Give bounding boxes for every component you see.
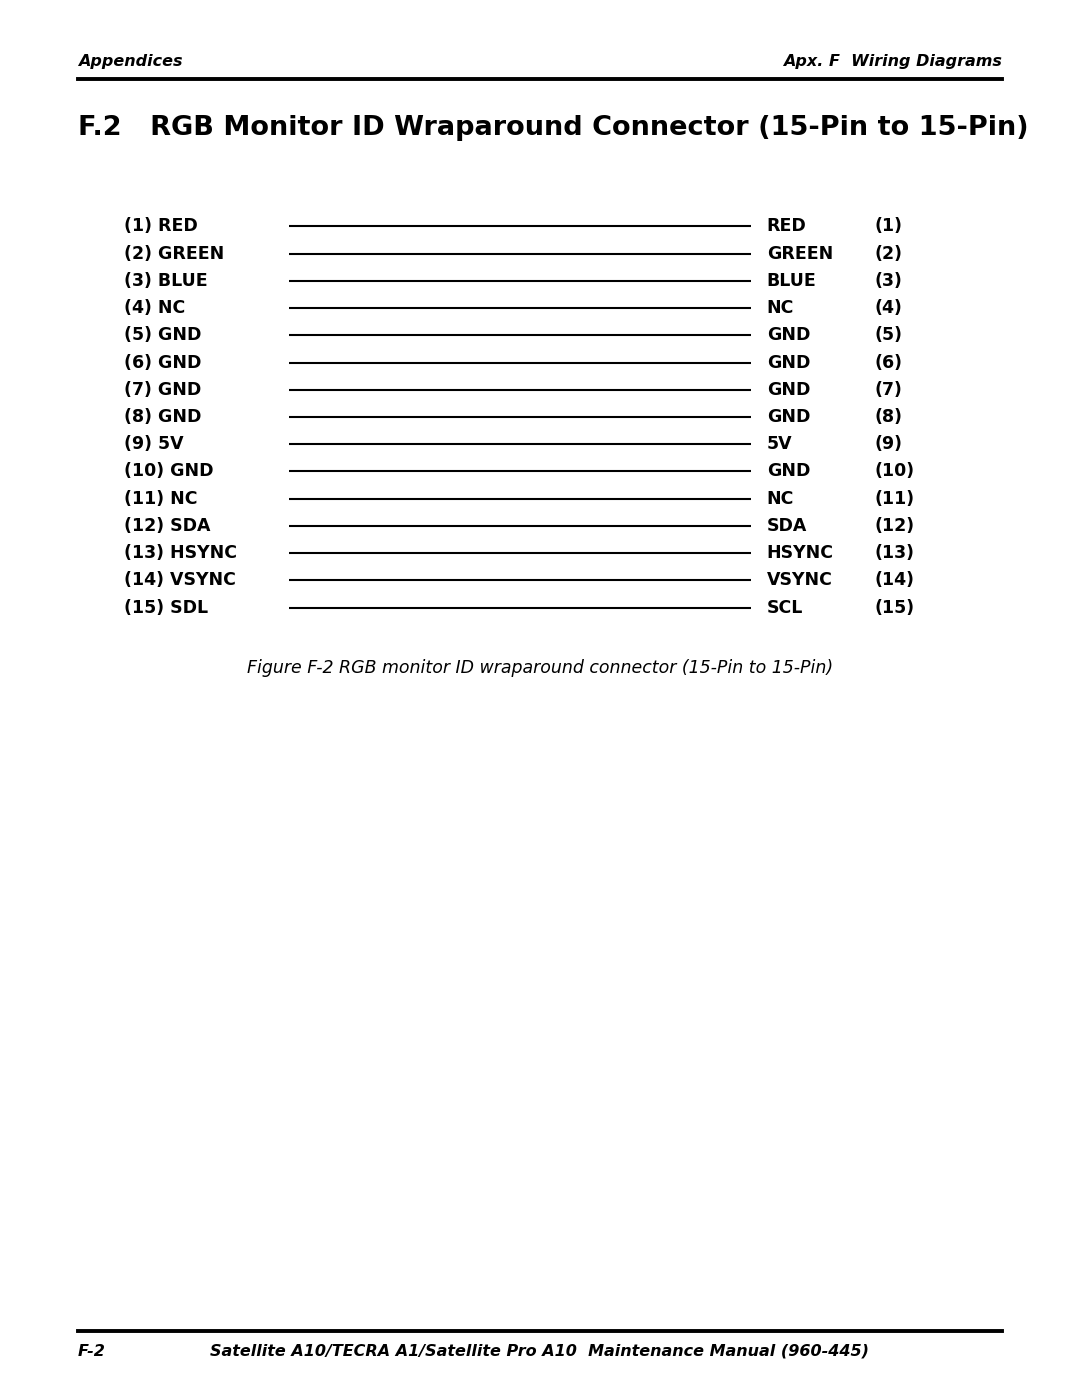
Text: GND: GND xyxy=(767,381,810,398)
Text: RED: RED xyxy=(767,218,807,235)
Text: (7): (7) xyxy=(875,381,903,398)
Text: Apx. F  Wiring Diagrams: Apx. F Wiring Diagrams xyxy=(783,54,1002,68)
Text: (2) GREEN: (2) GREEN xyxy=(124,244,225,263)
Text: (8) GND: (8) GND xyxy=(124,408,202,426)
Text: BLUE: BLUE xyxy=(767,272,816,289)
Text: (10): (10) xyxy=(875,462,915,481)
Text: (13): (13) xyxy=(875,545,915,562)
Text: (6) GND: (6) GND xyxy=(124,353,202,372)
Text: (14) VSYNC: (14) VSYNC xyxy=(124,571,237,590)
Text: F-2: F-2 xyxy=(78,1344,106,1359)
Text: (15): (15) xyxy=(875,599,915,616)
Text: (15) SDL: (15) SDL xyxy=(124,599,208,616)
Text: (3): (3) xyxy=(875,272,903,289)
Text: (5) GND: (5) GND xyxy=(124,327,202,344)
Text: F.2   RGB Monitor ID Wraparound Connector (15-Pin to 15-Pin): F.2 RGB Monitor ID Wraparound Connector … xyxy=(78,115,1028,141)
Text: (10) GND: (10) GND xyxy=(124,462,214,481)
Text: NC: NC xyxy=(767,490,794,507)
Text: Satellite A10/TECRA A1/Satellite Pro A10  Maintenance Manual (960-445): Satellite A10/TECRA A1/Satellite Pro A10… xyxy=(211,1344,869,1359)
Text: GND: GND xyxy=(767,327,810,344)
Text: (11) NC: (11) NC xyxy=(124,490,198,507)
Text: (11): (11) xyxy=(875,490,915,507)
Text: (4) NC: (4) NC xyxy=(124,299,186,317)
Text: NC: NC xyxy=(767,299,794,317)
Text: Figure F-2 RGB monitor ID wraparound connector (15-Pin to 15-Pin): Figure F-2 RGB monitor ID wraparound con… xyxy=(247,659,833,678)
Text: GND: GND xyxy=(767,462,810,481)
Text: (1) RED: (1) RED xyxy=(124,218,198,235)
Text: (1): (1) xyxy=(875,218,903,235)
Text: (13) HSYNC: (13) HSYNC xyxy=(124,545,238,562)
Text: VSYNC: VSYNC xyxy=(767,571,833,590)
Text: GND: GND xyxy=(767,353,810,372)
Text: (4): (4) xyxy=(875,299,903,317)
Text: (5): (5) xyxy=(875,327,903,344)
Text: (12): (12) xyxy=(875,517,915,535)
Text: (9): (9) xyxy=(875,436,903,453)
Text: GREEN: GREEN xyxy=(767,244,833,263)
Text: (8): (8) xyxy=(875,408,903,426)
Text: (9) 5V: (9) 5V xyxy=(124,436,184,453)
Text: (12) SDA: (12) SDA xyxy=(124,517,211,535)
Text: (14): (14) xyxy=(875,571,915,590)
Text: Appendices: Appendices xyxy=(78,54,183,68)
Text: SCL: SCL xyxy=(767,599,804,616)
Text: (2): (2) xyxy=(875,244,903,263)
Text: (7) GND: (7) GND xyxy=(124,381,202,398)
Text: (6): (6) xyxy=(875,353,903,372)
Text: HSYNC: HSYNC xyxy=(767,545,834,562)
Text: 5V: 5V xyxy=(767,436,793,453)
Text: (3) BLUE: (3) BLUE xyxy=(124,272,207,289)
Text: SDA: SDA xyxy=(767,517,807,535)
Text: GND: GND xyxy=(767,408,810,426)
